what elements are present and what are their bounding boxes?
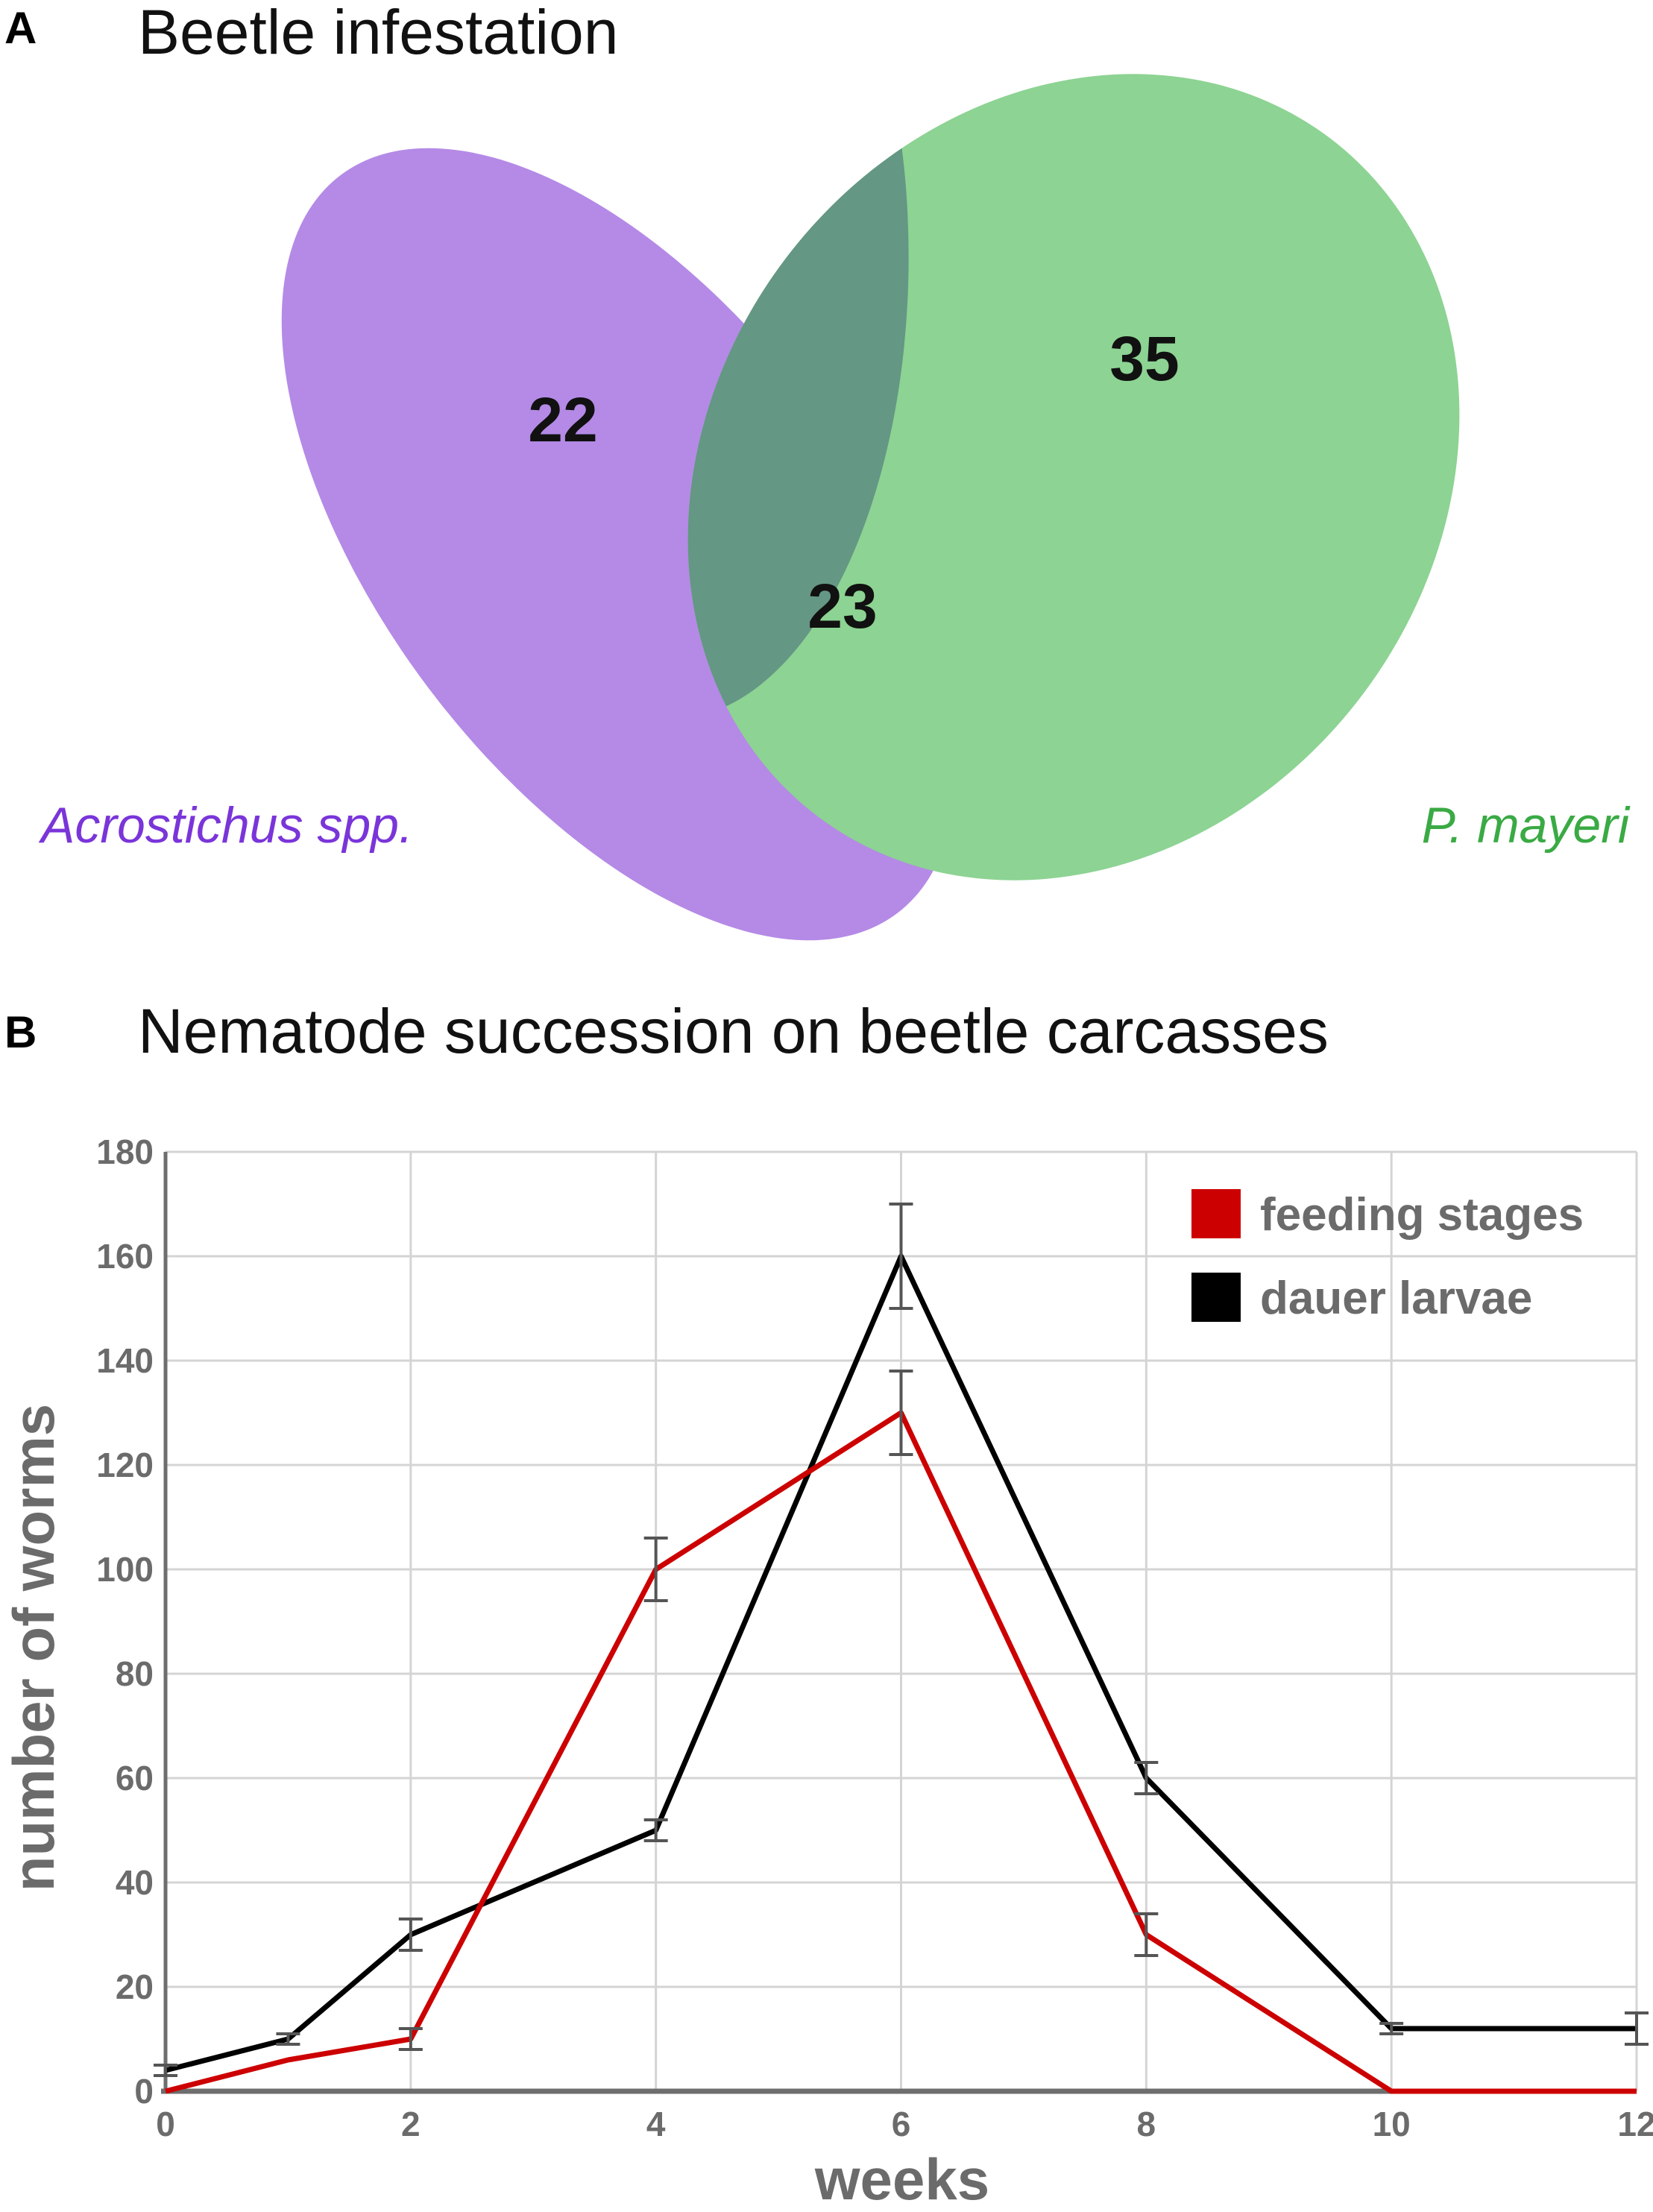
series-line — [165, 1253, 1637, 2073]
error-bar — [154, 2064, 177, 2077]
y-tick-label: 80 — [116, 1654, 154, 1693]
y-tick-label: 180 — [96, 1132, 154, 1171]
y-tick-label: 40 — [116, 1863, 154, 1902]
x-tick-labels: 0 2 4 6 8 10 12 — [156, 2105, 1653, 2143]
legend-swatch — [1191, 1273, 1241, 1322]
legend-swatch — [1191, 1189, 1241, 1238]
y-tick-label: 120 — [96, 1446, 154, 1484]
error-bar — [889, 1370, 913, 1456]
panel-letter-a: A — [4, 3, 37, 53]
y-tick-labels: 0 20 40 60 80 100 120 140 160 180 — [96, 1132, 154, 2111]
error-bar — [643, 1537, 668, 1602]
y-tick-label: 160 — [96, 1237, 154, 1276]
series-layer — [154, 1203, 1649, 2094]
legend-label: feeding stages — [1260, 1189, 1584, 1241]
series-line — [165, 1410, 1637, 2094]
venn-count-acrostichus: 22 — [528, 385, 597, 455]
error-bar — [1625, 2011, 1649, 2046]
chart-panel: B Nematode succession on beetle carcasse… — [1, 996, 1653, 2212]
error-bar — [398, 1918, 423, 1952]
venn-panel: A Beetle infestation 22 35 23 Acrostichu… — [4, 0, 1631, 941]
venn-count-overlap: 23 — [807, 571, 877, 641]
error-bar — [889, 1203, 913, 1310]
error-bar — [276, 2032, 300, 2046]
x-tick-label: 6 — [892, 2105, 911, 2143]
y-tick-label: 0 — [134, 2072, 154, 2111]
y-tick-label: 140 — [96, 1341, 154, 1380]
error-bar — [398, 2027, 423, 2051]
y-axis-title: number of worms — [1, 1404, 66, 1891]
x-tick-label: 8 — [1137, 2105, 1156, 2143]
error-bar — [1134, 1912, 1159, 1957]
x-tick-label: 10 — [1373, 2105, 1411, 2143]
x-tick-label: 0 — [156, 2105, 175, 2143]
series-feeding-stages — [165, 1370, 1637, 2094]
y-tick-label: 60 — [116, 1759, 154, 1797]
error-bar — [643, 1818, 668, 1842]
panel-letter-b: B — [4, 1007, 37, 1057]
x-tick-label: 2 — [401, 2105, 421, 2143]
legend-label: dauer larvae — [1260, 1273, 1532, 1324]
venn-label-p-mayeri: P. mayeri — [1422, 797, 1631, 854]
venn-label-acrostichus: Acrostichus spp. — [38, 797, 413, 854]
x-tick-label: 12 — [1617, 2105, 1653, 2143]
x-axis-title: weeks — [814, 2146, 989, 2212]
legend-item: feeding stages — [1191, 1189, 1584, 1241]
error-bar — [1134, 1761, 1159, 1795]
legend-item: dauer larvae — [1191, 1273, 1532, 1324]
x-tick-label: 4 — [646, 2105, 666, 2143]
error-bar — [1379, 2022, 1404, 2035]
series-dauer-larvae — [154, 1203, 1649, 2077]
venn-title: Beetle infestation — [138, 0, 618, 67]
chart-title: Nematode succession on beetle carcasses — [138, 996, 1329, 1066]
venn-count-p-mayeri: 35 — [1109, 324, 1179, 394]
legend: feeding stages dauer larvae — [1191, 1189, 1584, 1324]
y-tick-label: 20 — [116, 1967, 154, 2006]
y-tick-label: 100 — [96, 1550, 154, 1589]
